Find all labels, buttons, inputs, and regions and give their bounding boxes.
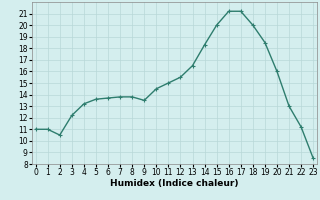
X-axis label: Humidex (Indice chaleur): Humidex (Indice chaleur) xyxy=(110,179,239,188)
